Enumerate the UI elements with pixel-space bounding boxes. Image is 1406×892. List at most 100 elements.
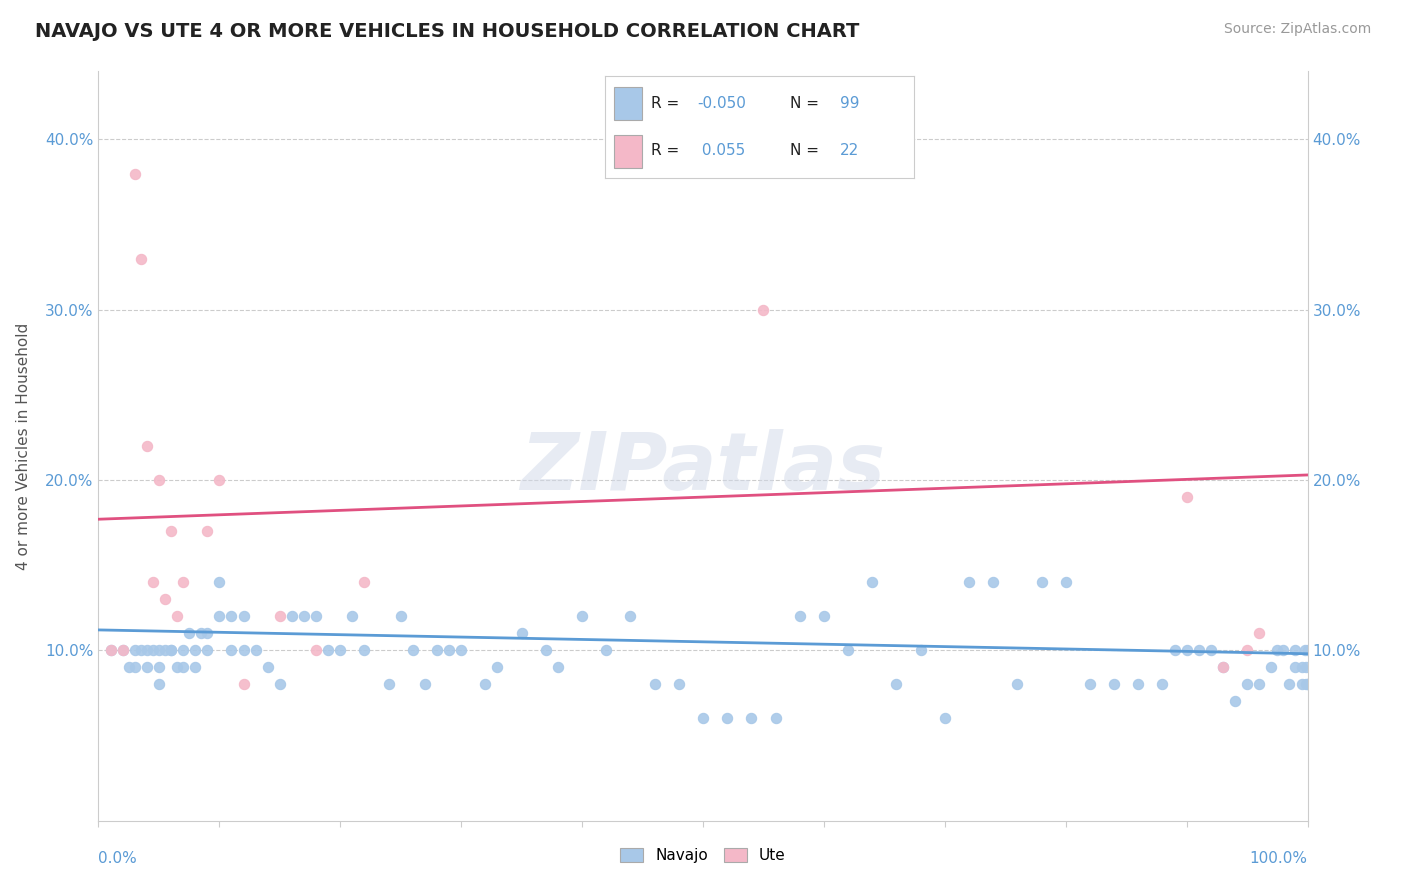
Point (111, 643, 134, 657)
Point (232, 643, 254, 657)
Point (1031, 575, 1053, 590)
Point (1291, 677, 1313, 691)
Point (1078, 677, 1101, 691)
Point (269, 677, 291, 691)
Point (190, 626, 212, 640)
Point (153, 643, 176, 657)
Text: -0.050: -0.050 (697, 96, 747, 111)
Point (752, 302, 775, 317)
Point (208, 575, 231, 590)
Point (1267, 643, 1289, 657)
Point (1294, 643, 1316, 657)
Point (148, 677, 170, 691)
Point (910, 643, 932, 657)
Point (619, 609, 641, 624)
Text: R =: R = (651, 144, 685, 158)
Point (100, 643, 122, 657)
Point (402, 643, 425, 657)
Text: 99: 99 (839, 96, 859, 111)
Point (1212, 660, 1234, 674)
Point (389, 609, 412, 624)
Text: 0.0%: 0.0% (98, 851, 138, 865)
Point (305, 609, 328, 624)
Point (305, 643, 328, 657)
Point (148, 643, 170, 657)
Point (668, 677, 690, 691)
Point (1102, 677, 1125, 691)
Legend: Navajo, Ute: Navajo, Ute (614, 842, 792, 869)
Text: Source: ZipAtlas.com: Source: ZipAtlas.com (1223, 22, 1371, 37)
Point (886, 677, 908, 691)
Point (195, 524, 218, 538)
Point (166, 609, 188, 624)
Point (100, 643, 122, 657)
Point (1199, 643, 1222, 657)
Point (111, 643, 134, 657)
Point (957, 575, 980, 590)
Text: NAVAJO VS UTE 4 OR MORE VEHICLES IN HOUSEHOLD CORRELATION CHART: NAVAJO VS UTE 4 OR MORE VEHICLES IN HOUS… (35, 22, 859, 41)
Point (329, 643, 352, 657)
Point (184, 643, 207, 657)
Point (184, 660, 207, 674)
Point (281, 609, 304, 624)
Point (595, 643, 617, 657)
Point (118, 660, 141, 674)
Point (208, 609, 231, 624)
Text: ZIPatlas: ZIPatlas (520, 429, 886, 508)
Point (1296, 677, 1319, 691)
Point (292, 609, 315, 624)
Point (740, 711, 762, 725)
Point (692, 711, 714, 725)
Point (789, 609, 811, 624)
Point (837, 643, 859, 657)
Point (342, 609, 364, 624)
Point (135, 643, 157, 657)
Point (1128, 677, 1150, 691)
Point (124, 660, 146, 674)
Point (1188, 643, 1211, 657)
Point (1007, 677, 1029, 691)
Point (437, 643, 460, 657)
Point (135, 439, 157, 453)
Point (1278, 677, 1301, 691)
Point (195, 643, 218, 657)
Point (160, 643, 183, 657)
Point (142, 643, 165, 657)
Point (571, 609, 593, 624)
Point (129, 643, 152, 657)
Point (510, 626, 533, 640)
Point (1152, 677, 1174, 691)
FancyBboxPatch shape (614, 136, 641, 168)
Point (1249, 626, 1271, 640)
Text: 22: 22 (839, 144, 859, 158)
Point (1236, 643, 1258, 657)
Point (221, 609, 243, 624)
Point (486, 660, 509, 674)
Point (1284, 660, 1306, 674)
Point (1296, 677, 1319, 691)
Text: R =: R = (651, 96, 685, 111)
FancyBboxPatch shape (614, 87, 641, 120)
Point (765, 711, 787, 725)
Point (124, 643, 146, 657)
Point (208, 473, 231, 487)
Point (534, 643, 557, 657)
Point (1163, 643, 1185, 657)
Point (934, 711, 956, 725)
Point (1272, 643, 1295, 657)
Point (148, 660, 170, 674)
Point (316, 643, 339, 657)
Point (1175, 490, 1198, 504)
Point (153, 592, 176, 607)
Point (450, 643, 472, 657)
Point (353, 575, 375, 590)
Point (474, 677, 496, 691)
Point (1284, 643, 1306, 657)
Point (413, 677, 436, 691)
Point (166, 660, 188, 674)
Point (232, 609, 254, 624)
Point (1175, 643, 1198, 657)
Point (172, 660, 194, 674)
Point (1054, 575, 1077, 590)
Point (353, 643, 375, 657)
